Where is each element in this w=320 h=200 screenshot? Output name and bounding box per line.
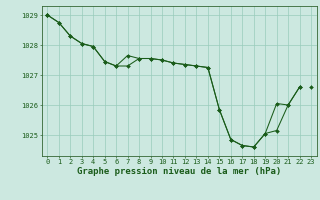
X-axis label: Graphe pression niveau de la mer (hPa): Graphe pression niveau de la mer (hPa) — [77, 167, 281, 176]
